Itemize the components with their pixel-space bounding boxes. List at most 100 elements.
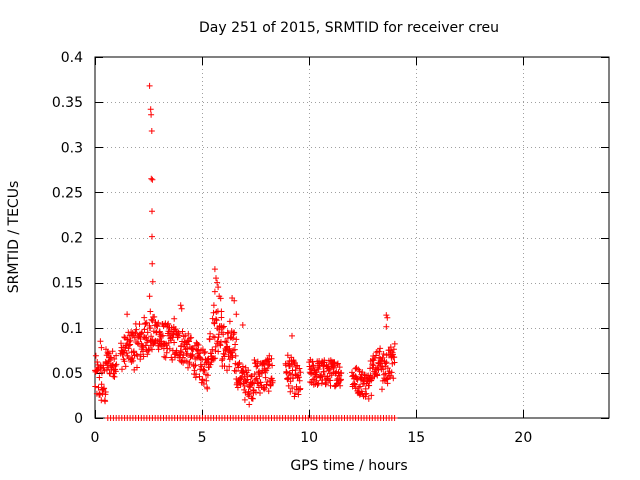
data-point bbox=[224, 367, 230, 374]
data-point bbox=[96, 374, 103, 381]
data-point bbox=[209, 315, 216, 322]
data-point bbox=[101, 385, 108, 392]
data-point bbox=[368, 392, 375, 399]
data-point bbox=[144, 351, 151, 358]
data-point bbox=[231, 346, 238, 353]
data-point bbox=[391, 359, 398, 366]
data-point bbox=[287, 371, 294, 378]
data-point bbox=[122, 363, 129, 370]
data-point bbox=[384, 380, 391, 387]
data-point bbox=[292, 363, 299, 370]
y-tick-label: 0.05 bbox=[52, 366, 83, 382]
axis-ticks bbox=[95, 57, 609, 419]
data-point bbox=[148, 128, 155, 134]
data-point bbox=[236, 359, 243, 366]
data-point bbox=[376, 348, 383, 355]
data-point bbox=[204, 372, 211, 379]
data-point bbox=[269, 377, 276, 384]
data-point bbox=[257, 379, 264, 386]
data-point bbox=[186, 338, 192, 345]
data-point bbox=[147, 308, 154, 315]
data-point bbox=[134, 364, 140, 371]
data-point bbox=[95, 384, 102, 391]
data-point bbox=[308, 370, 315, 376]
data-point bbox=[296, 365, 303, 372]
data-point bbox=[92, 383, 99, 390]
data-point bbox=[137, 336, 144, 342]
data-point bbox=[102, 389, 109, 395]
data-point bbox=[383, 323, 390, 330]
data-point bbox=[370, 362, 377, 369]
data-point bbox=[210, 302, 217, 309]
data-point bbox=[138, 330, 145, 337]
data-point bbox=[383, 312, 390, 319]
data-point bbox=[289, 332, 295, 339]
data-point bbox=[97, 391, 103, 398]
data-point bbox=[223, 344, 230, 351]
data-point bbox=[377, 345, 384, 352]
data-point bbox=[149, 278, 156, 285]
data-point bbox=[105, 358, 112, 365]
data-point bbox=[336, 364, 343, 371]
x-tick-label: 20 bbox=[514, 430, 532, 446]
data-point bbox=[220, 331, 227, 338]
data-point bbox=[390, 346, 397, 353]
data-point bbox=[297, 385, 304, 392]
data-point bbox=[334, 360, 341, 367]
data-point bbox=[194, 340, 201, 347]
data-point bbox=[203, 377, 210, 384]
x-tick-label: 0 bbox=[91, 430, 100, 446]
data-point bbox=[235, 364, 242, 371]
data-point bbox=[149, 233, 155, 240]
data-point bbox=[253, 363, 260, 370]
data-point bbox=[146, 293, 153, 300]
data-point bbox=[205, 355, 212, 362]
y-tick-labels: 0 0.05 0.1 0.15 0.2 0.25 0.3 0.35 0.4 bbox=[52, 50, 83, 427]
data-point bbox=[207, 330, 214, 337]
data-point bbox=[320, 363, 327, 370]
data-point bbox=[219, 324, 226, 331]
data-point bbox=[147, 106, 154, 113]
data-point bbox=[226, 345, 233, 352]
y-tick-label: 0 bbox=[74, 411, 83, 427]
data-point bbox=[185, 330, 192, 337]
data-point bbox=[380, 351, 387, 357]
data-point bbox=[232, 352, 239, 359]
data-point bbox=[297, 369, 304, 376]
data-point bbox=[212, 355, 219, 362]
data-point bbox=[211, 320, 218, 327]
data-point bbox=[178, 305, 185, 312]
data-point bbox=[211, 288, 218, 295]
data-point bbox=[284, 352, 291, 359]
y-tick-label: 0.4 bbox=[61, 50, 83, 66]
data-point bbox=[211, 266, 218, 273]
data-point bbox=[239, 322, 246, 328]
data-point bbox=[328, 372, 335, 379]
data-point bbox=[94, 359, 101, 365]
data-point bbox=[118, 340, 124, 347]
data-point bbox=[134, 353, 141, 359]
x-tick-label: 10 bbox=[300, 430, 318, 446]
data-point bbox=[262, 374, 269, 381]
data-point bbox=[149, 176, 156, 183]
data-point bbox=[391, 354, 398, 361]
data-point bbox=[338, 369, 345, 376]
data-point bbox=[356, 368, 363, 375]
data-point bbox=[149, 317, 156, 324]
data-point bbox=[387, 374, 394, 380]
data-point bbox=[245, 367, 252, 374]
data-point bbox=[149, 260, 156, 267]
data-point bbox=[233, 336, 240, 343]
y-tick-label: 0.35 bbox=[52, 95, 83, 111]
data-point bbox=[286, 370, 293, 377]
data-point bbox=[330, 363, 336, 370]
data-point bbox=[391, 340, 398, 347]
y-tick-label: 0.3 bbox=[61, 140, 83, 156]
y-axis-label: SRMTID / TECUs bbox=[6, 181, 22, 294]
data-point bbox=[133, 326, 140, 333]
data-point bbox=[287, 378, 294, 385]
data-point bbox=[251, 357, 258, 363]
data-point bbox=[253, 389, 259, 396]
data-point bbox=[148, 175, 155, 182]
data-point bbox=[217, 342, 224, 349]
